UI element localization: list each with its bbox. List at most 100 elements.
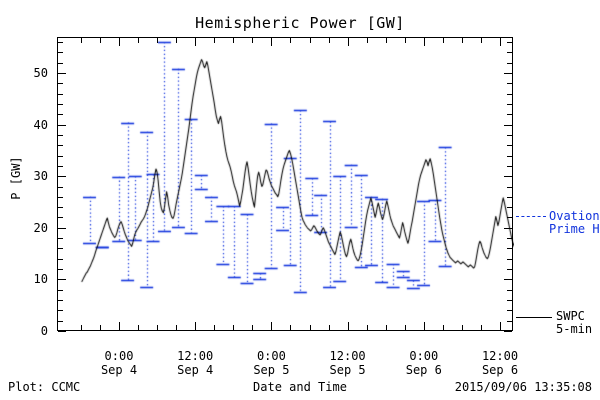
tick-mark [507, 217, 512, 219]
chart-canvas [58, 38, 514, 332]
tick-mark [81, 38, 83, 43]
tick-mark [443, 325, 445, 330]
tick-mark [58, 145, 63, 147]
tick-mark [58, 248, 63, 250]
tick-mark [58, 94, 63, 96]
x-tick-time: 12:00 [329, 349, 366, 363]
x-tick-time: 0:00 [104, 349, 134, 363]
tick-mark [329, 38, 331, 43]
tick-mark [310, 325, 312, 330]
tick-mark [214, 325, 216, 330]
tick-mark [507, 83, 512, 85]
tick-mark [386, 325, 388, 330]
tick-mark [310, 38, 312, 43]
timestamp: 2015/09/06 13:35:08 [454, 380, 592, 394]
tick-mark [58, 125, 66, 127]
tick-mark [348, 322, 350, 330]
tick-mark [58, 52, 63, 54]
tick-mark [507, 187, 512, 189]
y-tick-label: 30 [33, 169, 48, 184]
tick-mark [290, 325, 292, 330]
tick-mark [386, 38, 388, 43]
tick-mark [233, 38, 235, 43]
tick-mark [504, 331, 512, 333]
tick-mark [58, 156, 63, 158]
tick-mark [81, 325, 83, 330]
tick-mark [58, 135, 63, 137]
tick-mark [507, 248, 512, 250]
tick-mark [507, 114, 512, 116]
tick-mark [424, 38, 426, 46]
tick-mark [504, 228, 512, 230]
x-axis-label: Date and Time [253, 380, 347, 394]
tick-mark [58, 217, 63, 219]
tick-mark [58, 290, 63, 292]
tick-mark [119, 322, 121, 330]
tick-mark [504, 73, 512, 75]
legend-ovation-line1: Ovation [549, 209, 600, 223]
tick-mark [58, 73, 66, 75]
tick-mark [367, 325, 369, 330]
tick-mark [507, 63, 512, 65]
tick-mark [405, 38, 407, 43]
y-tick-label: 50 [33, 66, 48, 80]
tick-mark [507, 145, 512, 147]
tick-mark [507, 321, 512, 323]
tick-mark [157, 38, 159, 43]
tick-mark [100, 38, 102, 43]
tick-mark [176, 38, 178, 43]
tick-mark [58, 331, 66, 333]
tick-mark [58, 176, 66, 178]
tick-mark [507, 197, 512, 199]
tick-mark [507, 42, 512, 44]
tick-mark [443, 38, 445, 43]
tick-mark [481, 325, 483, 330]
tick-mark [233, 325, 235, 330]
x-tick-date: Sep 4 [177, 363, 214, 377]
x-tick-time: 0:00 [409, 349, 439, 363]
tick-mark [507, 135, 512, 137]
tick-mark [424, 322, 426, 330]
tick-mark [58, 238, 63, 240]
tick-mark [504, 125, 512, 127]
tick-mark [507, 300, 512, 302]
tick-mark [481, 38, 483, 43]
tick-mark [500, 322, 502, 330]
tick-mark [290, 38, 292, 43]
tick-mark [58, 279, 66, 281]
x-tick-date: Sep 6 [481, 363, 519, 377]
tick-mark [252, 325, 254, 330]
legend-entry-swpc: SWPC 5-min HPI [556, 309, 600, 337]
tick-mark [504, 279, 512, 281]
tick-mark [58, 207, 63, 209]
tick-mark [58, 63, 63, 65]
tick-mark [507, 104, 512, 106]
tick-mark [58, 269, 63, 271]
tick-mark [100, 325, 102, 330]
tick-mark [348, 38, 350, 46]
tick-mark [58, 114, 63, 116]
x-tick-time: 0:00 [256, 349, 286, 363]
tick-mark [195, 322, 197, 330]
tick-mark [138, 325, 140, 330]
tick-mark [507, 259, 512, 261]
tick-mark [138, 38, 140, 43]
y-tick-label: 40 [33, 117, 48, 132]
legend-swpc-line1: SWPC [556, 309, 585, 323]
tick-mark [507, 52, 512, 54]
tick-mark [58, 187, 63, 189]
tick-mark [462, 325, 464, 330]
tick-mark [176, 325, 178, 330]
tick-mark [195, 38, 197, 46]
y-tick-label: 0 [40, 324, 48, 338]
tick-mark [507, 269, 512, 271]
plot-credit: Plot: CCMC [8, 380, 81, 394]
page-title: Hemispheric Power [GW] [195, 14, 405, 32]
y-tick-label: 20 [33, 220, 48, 235]
tick-mark [271, 322, 273, 330]
tick-mark [507, 238, 512, 240]
tick-mark [58, 166, 63, 168]
tick-mark [405, 325, 407, 330]
tick-mark [507, 290, 512, 292]
